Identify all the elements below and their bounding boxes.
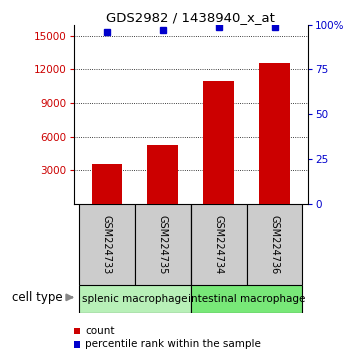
Text: intestinal macrophage: intestinal macrophage — [188, 294, 305, 304]
Text: percentile rank within the sample: percentile rank within the sample — [85, 339, 261, 349]
Bar — [79, 285, 191, 313]
Bar — [191, 285, 302, 313]
Text: cell type: cell type — [12, 291, 63, 304]
Bar — [147, 145, 178, 204]
Bar — [247, 204, 302, 285]
Bar — [203, 81, 234, 204]
Bar — [135, 204, 191, 285]
Bar — [79, 204, 135, 285]
Bar — [92, 165, 122, 204]
Bar — [259, 63, 290, 204]
Text: GSM224736: GSM224736 — [270, 215, 280, 274]
Text: splenic macrophage: splenic macrophage — [82, 294, 188, 304]
Text: count: count — [85, 326, 114, 336]
Bar — [191, 204, 247, 285]
Text: GSM224733: GSM224733 — [102, 215, 112, 274]
Text: GSM224734: GSM224734 — [214, 215, 224, 274]
Text: GSM224735: GSM224735 — [158, 215, 168, 274]
Title: GDS2982 / 1438940_x_at: GDS2982 / 1438940_x_at — [106, 11, 275, 24]
